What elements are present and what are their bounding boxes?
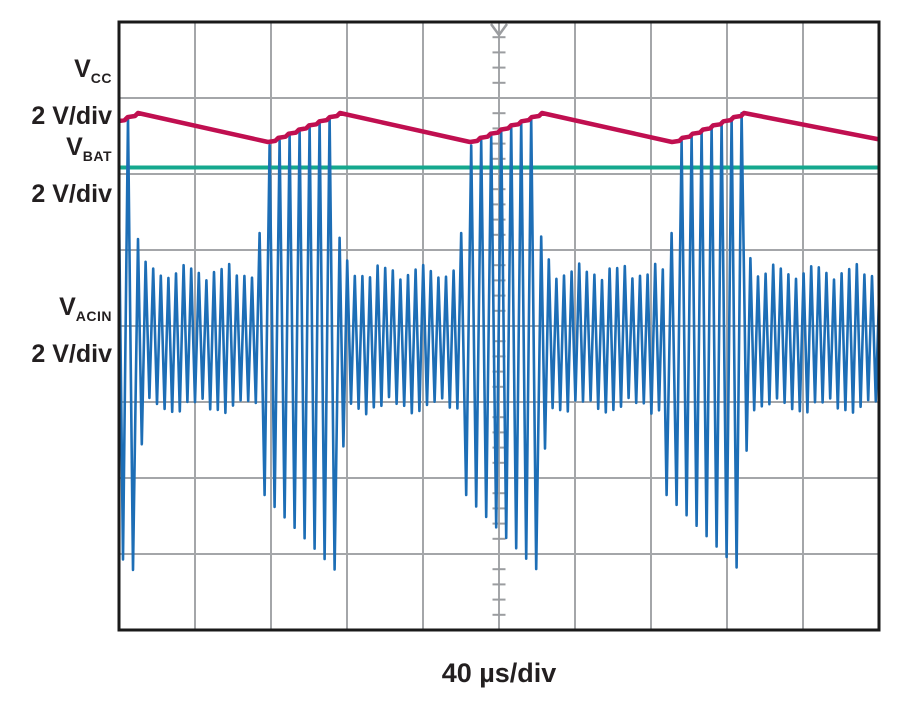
vacin-symbol: V bbox=[59, 293, 76, 321]
vcc-label: VCC bbox=[0, 50, 112, 97]
vacin-label: VACIN bbox=[0, 288, 112, 335]
vbat-symbol: V bbox=[66, 133, 83, 161]
vacin-scale: 2 V/div bbox=[31, 340, 112, 368]
vbat-label: VBAT bbox=[0, 128, 112, 175]
vbat-label-group: VBAT 2 V/div bbox=[0, 128, 112, 213]
vbat-scale: 2 V/div bbox=[31, 180, 112, 208]
vacin-label-group: VACIN 2 V/div bbox=[0, 288, 112, 373]
vcc-label-group: VCC 2 V/div bbox=[0, 50, 112, 135]
vacin-subscript: ACIN bbox=[75, 308, 112, 324]
vcc-subscript: CC bbox=[90, 70, 112, 86]
vcc-scale: 2 V/div bbox=[31, 102, 112, 130]
timebase-label: 40 µs/div bbox=[441, 658, 557, 688]
vbat-subscript: BAT bbox=[82, 148, 112, 164]
vcc-symbol: V bbox=[74, 55, 91, 83]
